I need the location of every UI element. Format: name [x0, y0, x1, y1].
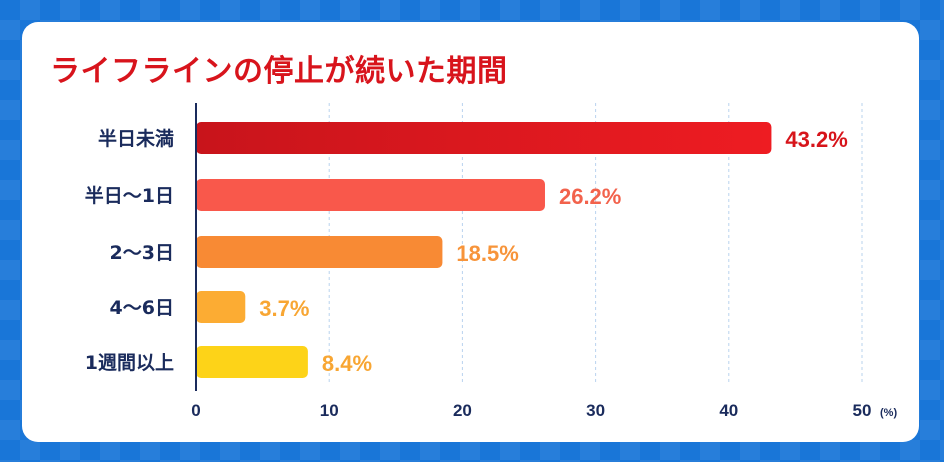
x-tick-label: 40: [719, 401, 738, 420]
x-tick-label: 0: [191, 401, 200, 420]
bar: [196, 291, 246, 323]
value-label: 3.7%: [259, 296, 309, 321]
x-tick-label: 20: [453, 401, 472, 420]
bar: [196, 236, 443, 268]
x-tick-label: 50: [853, 401, 872, 420]
bar: [196, 346, 308, 378]
bar: [196, 122, 772, 154]
category-label: 4〜6日: [110, 297, 174, 319]
value-label: 8.4%: [322, 351, 372, 376]
value-label: 26.2%: [559, 184, 621, 209]
category-label: 半日未満: [98, 127, 174, 150]
chart-title: ライフラインの停止が続いた期間: [50, 54, 508, 89]
category-label: 2〜3日: [110, 242, 174, 264]
category-label: 1週間以上: [85, 352, 174, 374]
x-tick-label: 10: [320, 401, 339, 420]
x-unit-label: (%): [880, 407, 897, 419]
value-label: 18.5%: [456, 241, 518, 266]
x-tick-label: 30: [586, 401, 605, 420]
category-label: 半日〜1日: [85, 184, 174, 207]
bar: [196, 179, 545, 211]
value-label: 43.2%: [785, 127, 847, 152]
chart-card: ライフラインの停止が続いた期間: [22, 22, 919, 442]
